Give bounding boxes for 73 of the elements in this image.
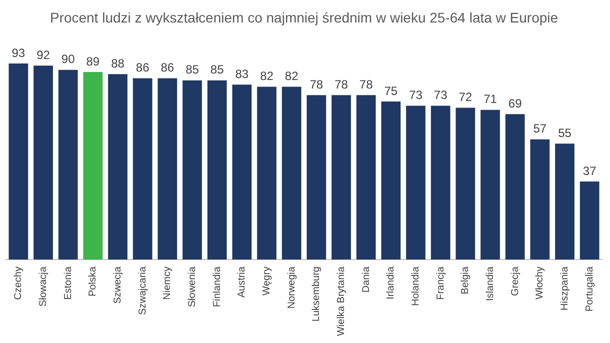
x-tick-label: Luksemburg — [311, 266, 322, 322]
bar — [456, 108, 476, 260]
x-tick-label: Francja — [435, 266, 446, 300]
data-label: 83 — [235, 66, 249, 81]
bar — [8, 64, 28, 260]
bar — [530, 139, 550, 260]
x-tick-label: Węgry — [262, 266, 272, 296]
x-tick-label: Holandia — [410, 266, 422, 306]
bar — [381, 101, 401, 260]
x-tick-label: Polska — [88, 266, 99, 297]
bar — [580, 182, 600, 260]
data-label: 90 — [61, 52, 76, 66]
data-label: 89 — [86, 54, 100, 68]
bar — [332, 95, 351, 260]
data-label: 57 — [533, 122, 547, 136]
data-label: 93 — [12, 46, 26, 60]
bar — [430, 106, 450, 260]
x-tick-label: Irlandia — [386, 266, 397, 300]
data-label: 88 — [111, 56, 125, 70]
x-tick-label: Hiszpania — [560, 266, 570, 310]
x-tick-label: Portugalia — [584, 266, 596, 312]
x-tick-label: Finlandia — [212, 266, 223, 308]
data-label: 71 — [484, 92, 498, 106]
bar — [406, 106, 426, 260]
data-label: 37 — [582, 164, 597, 178]
bar — [306, 95, 326, 260]
x-tick-label: Grecja — [510, 266, 521, 296]
bar — [505, 114, 525, 260]
bar — [58, 70, 78, 260]
data-label: 92 — [36, 48, 50, 62]
x-tick-label: Islandia — [485, 266, 496, 301]
bar — [555, 144, 574, 260]
data-label: 86 — [136, 60, 150, 75]
chart-title: Procent ludzi z wykształceniem co najmniej średnim w wieku 25-64 lata w Europie — [50, 9, 558, 26]
data-label: 73 — [434, 88, 448, 102]
data-label: 75 — [384, 84, 398, 98]
x-tick-label: Słowacja — [38, 266, 49, 307]
bar — [83, 72, 103, 260]
data-label: 55 — [558, 126, 572, 140]
data-label: 69 — [508, 96, 522, 110]
bar — [356, 95, 376, 260]
bar — [282, 86, 302, 260]
bar — [182, 80, 202, 260]
bar — [108, 74, 128, 260]
x-tick-label: Słowenia — [187, 266, 198, 308]
bar — [207, 80, 227, 260]
x-tick-label: Czechy — [13, 266, 24, 300]
x-tick-label: Dania — [360, 266, 372, 293]
data-label: 78 — [359, 77, 374, 92]
x-tick-label: Austria — [236, 266, 248, 298]
data-label: 86 — [160, 60, 174, 75]
bar — [257, 86, 276, 260]
data-label: 85 — [186, 62, 200, 77]
x-tick-label: Estonia — [62, 266, 74, 300]
data-label: 78 — [310, 77, 324, 92]
bar — [232, 84, 252, 260]
data-label: 85 — [210, 62, 224, 77]
data-label: 73 — [409, 88, 423, 102]
data-label: 82 — [260, 69, 274, 84]
data-label: 78 — [334, 77, 348, 92]
x-tick-label: Szwajcaria — [137, 266, 148, 315]
x-tick-label: Norwegia — [286, 266, 298, 309]
bar — [34, 66, 53, 260]
bar — [480, 110, 500, 260]
x-tick-label: Belgia — [460, 266, 472, 294]
data-label: 82 — [284, 69, 299, 84]
x-tick-label: Szwecja — [112, 266, 124, 304]
x-tick-label: Niemcy — [162, 266, 174, 300]
data-label: 72 — [458, 90, 472, 104]
bar — [158, 78, 178, 260]
bar — [132, 78, 152, 260]
x-tick-label: Włochy — [534, 266, 546, 300]
x-tick-label: Wielka Brytania — [336, 266, 347, 336]
